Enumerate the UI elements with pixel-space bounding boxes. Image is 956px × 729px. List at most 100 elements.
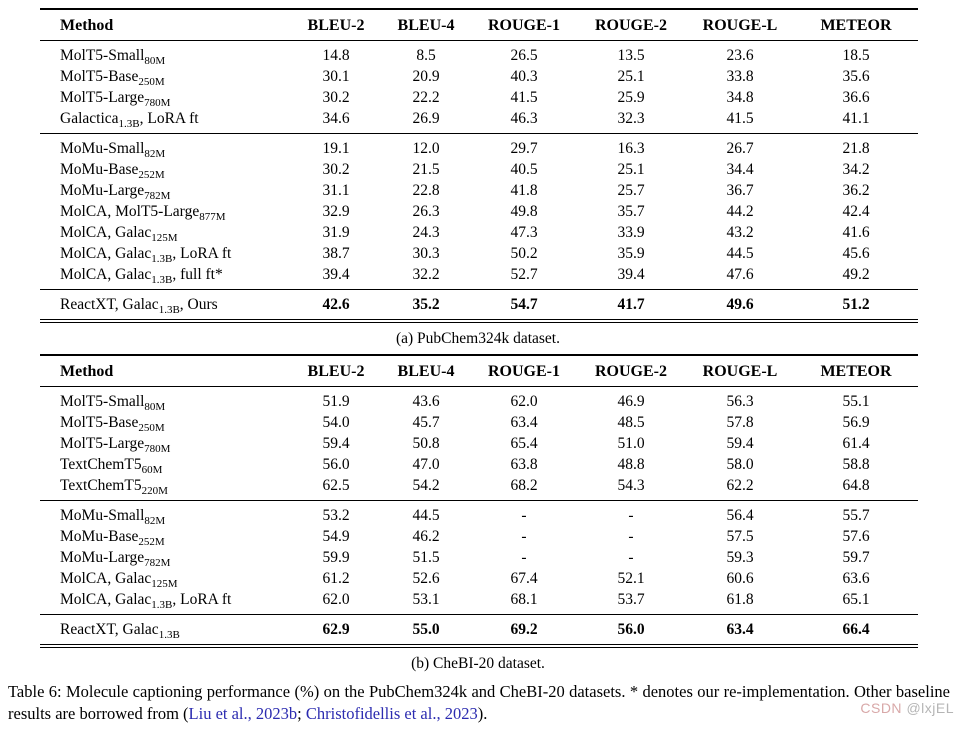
citation-link[interactable]: Liu et al., 2023b: [188, 704, 298, 723]
value-cell: 62.9: [322, 621, 350, 638]
table-row: ReactXT, Galac1.3B, Ours 42.6 35.2 54.7 41.7…: [40, 290, 918, 322]
value-cell: 22.8: [412, 182, 440, 199]
value-cell: 55.1: [842, 393, 870, 410]
table-row: MoMu-Base252M 54.9 46.2 - - 57.5 57.6: [40, 526, 918, 548]
method-cell: MolT5-Large780M: [60, 435, 171, 456]
table-row: MoMu-Small82M 19.1 12.0 29.7 16.3 26.7 21.8: [40, 134, 918, 160]
value-cell: 59.7: [842, 549, 870, 566]
value-cell: 52.7: [510, 266, 538, 283]
value-cell: 66.4: [842, 621, 870, 638]
value-cell: 13.5: [617, 47, 645, 64]
method-cell: MolCA, MolT5-Large877M: [60, 203, 226, 224]
method-cell: MolT5-Small80M: [60, 47, 166, 68]
value-cell: 48.8: [617, 456, 645, 473]
value-cell: 26.5: [510, 47, 538, 64]
value-cell: 41.1: [842, 110, 870, 127]
column-header: ROUGE-L: [686, 9, 794, 41]
value-cell: 42.4: [842, 203, 870, 220]
method-cell: MolCA, Galac1.3B, LoRA ft: [60, 245, 232, 266]
value-cell: 21.8: [842, 140, 870, 157]
table-row: MolCA, Galac125M 31.9 24.3 47.3 33.9 43.2 41.6: [40, 222, 918, 245]
value-cell: 63.6: [842, 570, 870, 587]
value-cell: 25.7: [617, 182, 645, 199]
value-cell: 41.6: [842, 224, 870, 241]
value-cell: -: [628, 549, 634, 566]
value-cell: 55.7: [842, 507, 870, 524]
method-cell: MolT5-Small80M: [60, 393, 166, 414]
table-row: Galactica1.3B, LoRA ft 34.6 26.9 46.3 32.3 41…: [40, 108, 918, 134]
value-cell: 47.6: [726, 266, 754, 283]
value-cell: 47.0: [412, 456, 440, 473]
table-row: MoMu-Large782M 59.9 51.5 - - 59.3 59.7: [40, 547, 918, 569]
value-cell: 40.3: [510, 68, 538, 85]
table-b-section: Method BLEU-2 BLEU-4 ROUGE-1 ROUGE-2 ROUGE-L M…: [0, 354, 956, 674]
value-cell: 44.5: [726, 245, 754, 262]
value-cell: 44.5: [412, 507, 440, 524]
value-cell: -: [628, 528, 634, 545]
value-cell: 68.2: [510, 477, 538, 494]
value-cell: 62.5: [322, 477, 350, 494]
value-cell: 49.6: [726, 296, 754, 313]
value-cell: 35.2: [412, 296, 440, 313]
value-cell: 26.3: [412, 203, 440, 220]
value-cell: 18.5: [842, 47, 870, 64]
value-cell: 8.5: [416, 47, 436, 64]
value-cell: 52.1: [617, 570, 645, 587]
value-cell: 32.3: [617, 110, 645, 127]
value-cell: 39.4: [322, 266, 350, 283]
value-cell: 56.0: [322, 456, 350, 473]
table-row: MolT5-Small80M 14.8 8.5 26.5 13.5 23.6 18.5: [40, 41, 918, 67]
results-table-pubchem: Method BLEU-2 BLEU-4 ROUGE-1 ROUGE-2 ROUGE-L M…: [40, 8, 918, 323]
value-cell: 41.7: [617, 296, 645, 313]
value-cell: 56.0: [617, 621, 645, 638]
value-cell: 59.3: [726, 549, 754, 566]
value-cell: -: [628, 507, 634, 524]
value-cell: 25.1: [617, 68, 645, 85]
table-row: MolCA, Galac1.3B, LoRA ft 38.7 30.3 50.2 35.…: [40, 243, 918, 266]
column-header: METEOR: [794, 355, 918, 387]
table-row: MolT5-Large780M 59.4 50.8 65.4 51.0 59.4 61.4: [40, 433, 918, 456]
value-cell: 30.3: [412, 245, 440, 262]
subcaption-a: (a) PubChem324k dataset.: [395, 330, 560, 347]
value-cell: 30.2: [322, 89, 350, 106]
caption-text: Table 6: Molecule captioning performance…: [8, 682, 950, 723]
value-cell: 34.4: [726, 161, 754, 178]
table-row: MolT5-Large780M 30.2 22.2 41.5 25.9 34.8 36.6: [40, 87, 918, 110]
value-cell: 49.8: [510, 203, 538, 220]
value-cell: 46.2: [412, 528, 440, 545]
column-header: ROUGE-1: [472, 9, 576, 41]
method-cell: Galactica1.3B, LoRA ft: [60, 110, 199, 131]
value-cell: 42.6: [322, 296, 350, 313]
value-cell: 36.7: [726, 182, 754, 199]
value-cell: 63.4: [726, 621, 754, 638]
value-cell: -: [521, 507, 527, 524]
table-row: MolCA, Galac1.3B, LoRA ft 62.0 53.1 68.1 53.…: [40, 589, 918, 615]
method-cell: TextChemT5220M: [60, 477, 168, 498]
value-cell: 35.7: [617, 203, 645, 220]
method-cell: MolT5-Large780M: [60, 89, 171, 110]
value-cell: 68.1: [510, 591, 538, 608]
value-cell: 61.2: [322, 570, 350, 587]
value-cell: 26.7: [726, 140, 754, 157]
value-cell: 30.1: [322, 68, 350, 85]
value-cell: 32.9: [322, 203, 350, 220]
value-cell: 51.5: [412, 549, 440, 566]
value-cell: 51.9: [322, 393, 350, 410]
value-cell: 56.4: [726, 507, 754, 524]
value-cell: 14.8: [322, 47, 350, 64]
table-a-section: Method BLEU-2 BLEU-4 ROUGE-1 ROUGE-2 ROUGE-L M…: [0, 8, 956, 349]
value-cell: 46.3: [510, 110, 538, 127]
method-cell: MoMu-Small82M: [60, 140, 166, 161]
value-cell: 50.8: [412, 435, 440, 452]
citation-link[interactable]: Christofidellis et al., 2023: [305, 704, 478, 723]
value-cell: 48.5: [617, 414, 645, 431]
header-row: Method BLEU-2 BLEU-4 ROUGE-1 ROUGE-2 ROUGE-L M…: [40, 9, 918, 41]
value-cell: 69.2: [510, 621, 538, 638]
value-cell: 56.9: [842, 414, 870, 431]
value-cell: 44.2: [726, 203, 754, 220]
value-cell: 47.3: [510, 224, 538, 241]
value-cell: 16.3: [617, 140, 645, 157]
column-header: METEOR: [794, 9, 918, 41]
method-cell: MoMu-Large782M: [60, 182, 171, 203]
method-cell: MolCA, Galac125M: [60, 224, 178, 245]
